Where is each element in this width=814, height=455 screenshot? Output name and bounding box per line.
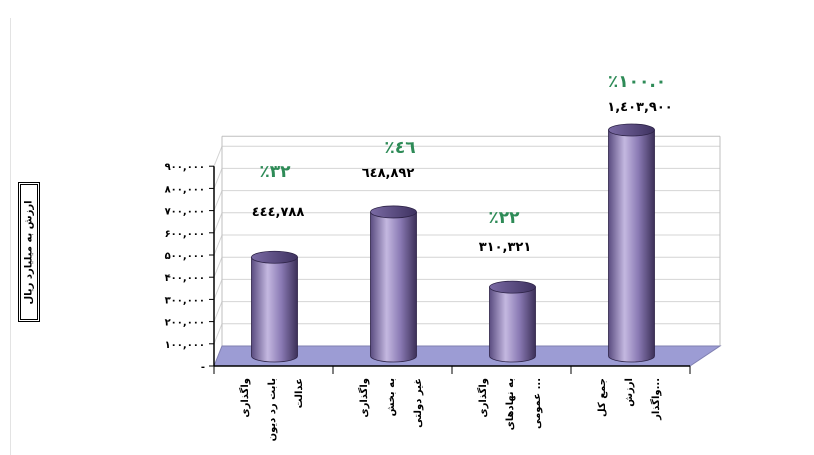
bar-top xyxy=(489,280,536,294)
category-label: غیر دولتی xyxy=(413,378,424,428)
bar-body xyxy=(489,286,536,363)
gridline-side xyxy=(213,212,223,233)
bar-body xyxy=(251,256,298,363)
bar-body xyxy=(608,129,655,363)
y-tick-label: ۴۰۰,۰۰۰ xyxy=(165,273,205,284)
category-label: به بخش xyxy=(386,378,397,416)
category-label: بابت رد دیون xyxy=(267,378,278,441)
plot-bars xyxy=(251,123,655,363)
category-label: واگذاری xyxy=(238,378,251,418)
bar-top xyxy=(251,250,298,264)
category-label: واگذار... xyxy=(649,378,662,421)
gridline-side xyxy=(213,168,223,189)
bar-cylinder xyxy=(608,123,655,363)
bar-cylinder xyxy=(370,205,417,363)
y-tick-label: ۵۰۰,۰۰۰ xyxy=(165,251,205,262)
gridline-side xyxy=(213,301,223,322)
y-axis-label-box: ارزش به میلیارد ریال xyxy=(18,182,40,322)
y-tick-label: ۹۰۰,۰۰۰ xyxy=(165,162,205,173)
y-tick-label: ۶۰۰,۰۰۰ xyxy=(165,229,205,240)
gridline-side xyxy=(213,323,223,344)
percent-label: ٪٤٦ xyxy=(384,138,415,158)
category-label: واگذاری xyxy=(357,378,370,418)
bar-top xyxy=(608,123,655,137)
percent-label: ٪۳۲ xyxy=(259,162,291,182)
category-label: ارزش xyxy=(624,378,635,407)
gridline-side xyxy=(213,146,223,167)
page-left-border xyxy=(10,18,11,455)
y-tick-label: ۱۰۰,۰۰۰ xyxy=(165,340,205,351)
bar-cylinder xyxy=(489,280,536,363)
bar-cylinder xyxy=(251,250,298,363)
value-label: ۳۱۰,۳۲۱ xyxy=(479,240,532,255)
gridline-side xyxy=(213,257,223,278)
plot-labels: ٪۳۲ ٤٤٤,٧٨٨ ٪٤٦ ٦٤٨,٨٩٢ ٪۲۲ ۳۱۰,۳۲۱ ٪۱۰۰.۰ ۱,٤٠… xyxy=(238,72,673,441)
gridline-side xyxy=(213,190,223,211)
gridline-side xyxy=(213,279,223,300)
value-label: ٦٤٨,٨٩٢ xyxy=(362,166,415,181)
bar-body xyxy=(370,211,417,363)
value-label: ٤٤٤,٧٨٨ xyxy=(252,205,305,220)
bar-top xyxy=(370,205,417,219)
gridline-side xyxy=(213,234,223,256)
category-label: عمومی ... xyxy=(532,378,543,429)
y-tick-label: ۳۰۰,۰۰۰ xyxy=(165,295,205,306)
category-label: جمع کل xyxy=(597,378,608,417)
percent-label: ٪۱۰۰.۰ xyxy=(608,72,666,92)
y-tick-label: ۸۰۰,۰۰۰ xyxy=(165,184,205,195)
category-label: به نهادهای xyxy=(505,378,516,430)
plot-axes: - ۱۰۰,۰۰۰ ۲۰۰,۰۰۰ ۳۰۰,۰۰۰ ۴۰۰,۰۰۰ ۵۰۰,۰۰۰ ۶۰۰,… xyxy=(165,162,691,374)
y-tick-label: - xyxy=(201,362,205,373)
category-label: عدالت xyxy=(294,378,305,408)
y-tick-label: ۷۰۰,۰۰۰ xyxy=(165,207,205,218)
percent-label: ٪۲۲ xyxy=(488,208,520,228)
value-label: ۱,٤٠٣,٩٠٠ xyxy=(607,100,672,115)
y-tick-label: ۲۰۰,۰۰۰ xyxy=(165,318,205,329)
category-label: واگذاری xyxy=(476,378,489,418)
